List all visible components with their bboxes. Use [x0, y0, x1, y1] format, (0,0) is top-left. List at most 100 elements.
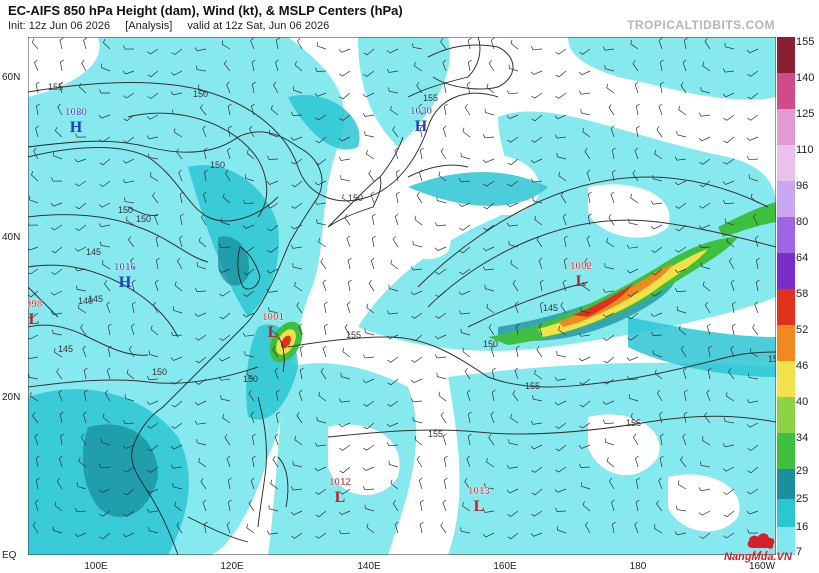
- wind-barb: [627, 334, 639, 341]
- lat-label-60n: 60N: [2, 72, 21, 83]
- wind-barb: [434, 354, 447, 359]
- wind-barb: [363, 422, 375, 430]
- wind-barb: [147, 70, 159, 78]
- wind-barb: [440, 411, 447, 424]
- svg-text:L: L: [29, 311, 40, 328]
- wind-barb: [74, 180, 87, 187]
- wind-barb: [202, 499, 207, 512]
- wind-barb: [418, 477, 423, 490]
- wind-barb: [82, 411, 87, 424]
- wind-barb: [150, 325, 159, 336]
- wind-barb: [123, 45, 135, 50]
- wind-barb: [294, 435, 303, 446]
- wind-barb: [723, 136, 735, 144]
- wind-barb: [510, 259, 519, 270]
- wind-barb: [612, 521, 616, 534]
- wind-barb: [627, 312, 639, 320]
- wind-barb: [558, 171, 567, 182]
- wind-barb: [270, 479, 279, 490]
- wind-barb: [28, 246, 39, 251]
- wind-barb: [587, 191, 592, 204]
- wind-barb: [220, 394, 231, 402]
- wind-barb: [222, 193, 231, 204]
- wind-barb: [608, 104, 615, 116]
- wind-barb: [171, 422, 183, 429]
- wind-barb: [364, 131, 375, 138]
- wind-barb: [626, 356, 639, 361]
- wind-barb: [483, 180, 495, 187]
- wind-barb: [460, 152, 471, 160]
- wind-barb: [194, 400, 207, 406]
- wind-barb: [146, 375, 159, 381]
- wind-barb: [250, 103, 255, 116]
- wind-barb: [174, 281, 183, 292]
- wind-barb: [412, 240, 423, 248]
- wind-barb: [416, 455, 423, 468]
- wind-barb: [508, 240, 519, 248]
- wind-barb: [410, 398, 423, 403]
- wind-barb: [508, 439, 519, 446]
- wind-barb: [538, 323, 543, 336]
- wind-barb: [344, 214, 351, 226]
- wind-barb: [675, 202, 687, 209]
- wind-barb: [556, 526, 567, 534]
- wind-barb: [723, 114, 735, 121]
- wind-barb: [99, 89, 111, 94]
- wind-barb: [651, 290, 663, 297]
- wind-barb: [218, 268, 231, 273]
- wind-barb: [654, 369, 663, 380]
- wind-barb: [392, 126, 399, 138]
- wind-barb: [747, 529, 759, 534]
- wind-barb: [628, 218, 639, 226]
- wind-barb: [584, 258, 591, 270]
- wind-barb: [482, 158, 495, 164]
- wind-barb: [459, 224, 471, 231]
- wind-barb: [50, 290, 63, 296]
- wind-barb: [74, 158, 87, 163]
- wind-barb: [170, 464, 183, 469]
- wind-barb: [650, 200, 663, 205]
- wind-barb: [176, 257, 183, 270]
- wind-barb: [722, 68, 735, 73]
- wind-barb: [419, 499, 424, 512]
- wind-barb: [34, 433, 39, 446]
- svg-text:1001: 1001: [262, 312, 285, 323]
- wind-barb: [555, 70, 567, 78]
- wind-barb: [58, 455, 63, 468]
- wind-barb: [35, 477, 40, 490]
- wind-barb: [171, 400, 183, 408]
- wind-barb: [464, 478, 471, 490]
- wind-barb: [676, 130, 687, 138]
- wind-barb: [411, 334, 423, 342]
- wind-barb: [434, 222, 447, 227]
- wind-barb: [708, 345, 712, 358]
- wind-barb: [730, 345, 735, 358]
- wind-barb: [76, 482, 87, 490]
- wind-barbs: [28, 37, 760, 540]
- coastlines: [28, 37, 481, 555]
- wind-barb: [314, 92, 327, 97]
- wind-barb: [35, 455, 40, 468]
- wind-barb: [440, 38, 447, 50]
- wind-barb: [530, 46, 543, 51]
- wind-barb: [102, 413, 111, 424]
- wind-barb: [122, 179, 135, 184]
- wind-barb: [530, 178, 543, 183]
- wind-barb: [515, 345, 520, 358]
- wind-barb: [339, 444, 351, 451]
- wind-barb: [698, 487, 711, 492]
- wind-barb: [250, 37, 255, 50]
- wind-barb: [722, 532, 735, 539]
- wind-barb: [630, 39, 639, 50]
- wind-barb: [106, 367, 111, 380]
- wind-barb: [132, 301, 136, 314]
- wind-barb: [674, 287, 687, 293]
- wind-barb: [35, 125, 40, 138]
- wind-barb: [58, 389, 63, 402]
- wind-barb: [530, 444, 543, 450]
- wind-barb: [436, 372, 447, 380]
- colorbar-tick-52: 52: [796, 324, 809, 336]
- wind-barb: [756, 257, 760, 270]
- wind-barb: [466, 81, 471, 94]
- wind-barb: [412, 416, 423, 424]
